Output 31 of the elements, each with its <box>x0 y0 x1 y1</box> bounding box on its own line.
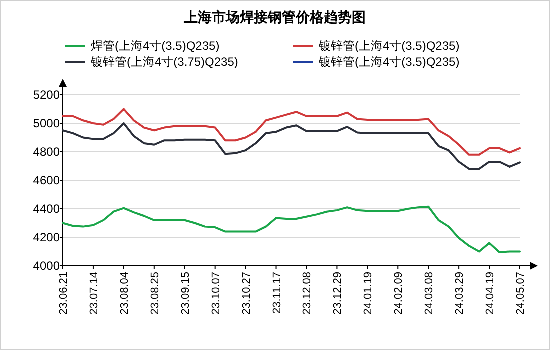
legend-label: 镀锌管(上海4寸(3.75)Q235) <box>90 55 238 69</box>
line-series <box>62 206 521 254</box>
y-tick-label: 4000 <box>33 259 60 273</box>
y-tick-label: 5200 <box>33 88 60 102</box>
legend-label: 焊管(上海4寸(3.5)Q235) <box>91 39 220 53</box>
x-tick-label: 23.12.08 <box>302 272 314 315</box>
chart-title: 上海市场焊接钢管价格趋势图 <box>183 9 366 25</box>
x-tick-label: 24.03.29 <box>454 272 466 315</box>
y-tick-label: 4400 <box>33 202 60 216</box>
legend-label: 镀锌管(上海4寸(3.5)Q235) <box>318 55 460 69</box>
x-tick-label: 23.08.04 <box>118 272 131 315</box>
x-tick-label: 23.07.14 <box>88 272 100 315</box>
line-series <box>62 122 521 170</box>
x-tick-label: 23.12.29 <box>332 272 344 315</box>
y-tick-label: 5000 <box>33 116 60 130</box>
y-tick-label: 4800 <box>33 145 60 159</box>
x-tick-label: 23.09.15 <box>180 272 192 315</box>
x-tick-label: 24.03.08 <box>424 272 436 315</box>
x-tick-label: 23.11.17 <box>271 272 284 314</box>
x-tick-label: 23.08.25 <box>149 272 162 315</box>
y-tick-label: 4200 <box>33 230 60 244</box>
x-tick-label: 24.01.19 <box>362 272 375 315</box>
x-tick-label: 24.02.09 <box>393 272 406 315</box>
x-tick-label: 23.10.27 <box>240 272 253 315</box>
legend-label: 镀锌管(上海4寸(3.5)Q235) <box>318 39 460 53</box>
x-tick-label: 23.06.21 <box>58 272 70 315</box>
x-tick-label: 23.10.07 <box>210 272 222 315</box>
line-series <box>62 108 521 156</box>
x-tick-label: 24.04.19 <box>484 272 497 315</box>
x-tick-label: 24.05.07 <box>515 272 527 315</box>
y-tick-label: 4600 <box>33 174 60 188</box>
